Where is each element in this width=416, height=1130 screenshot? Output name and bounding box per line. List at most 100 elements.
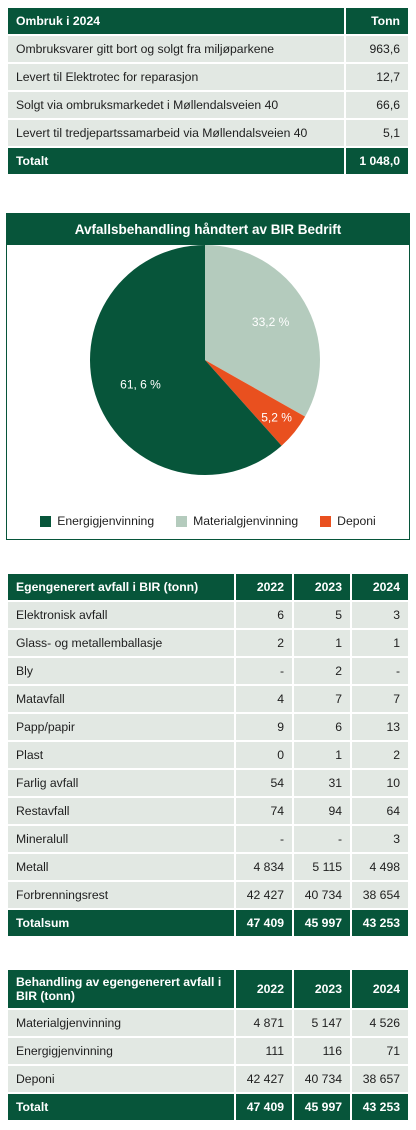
- table-header-row: Behandling av egengenerert avfall i BIR …: [8, 970, 408, 1008]
- reuse-table: Ombruk i 2024 Tonn Ombruksvarer gitt bor…: [6, 6, 410, 176]
- row-value: 13: [352, 714, 408, 740]
- row-value: 42 427: [236, 1066, 292, 1092]
- total-value: 45 997: [294, 910, 350, 936]
- legend-swatch: [40, 515, 52, 527]
- legend-item-materialgjenvinning: Materialgjenvinning: [176, 514, 298, 528]
- column-header: Tonn: [346, 8, 408, 34]
- legend-label: Deponi: [337, 514, 376, 528]
- row-value: 54: [236, 770, 292, 796]
- legend-item-energigjenvinning: Energigjenvinning: [40, 514, 154, 528]
- row-value: 4 526: [352, 1010, 408, 1036]
- table-header-row: Ombruk i 2024 Tonn: [8, 8, 408, 34]
- waste-table: Egengenerert avfall i BIR (tonn) 2022 20…: [6, 572, 410, 938]
- row-value: 6: [236, 602, 292, 628]
- pie-slice-energigjenvinning: [89, 245, 282, 475]
- row-label: Forbrenningsrest: [8, 882, 234, 908]
- row-value: 66,6: [346, 92, 408, 118]
- row-value: 1: [294, 742, 350, 768]
- row-value: 7: [352, 686, 408, 712]
- row-value: 5 147: [294, 1010, 350, 1036]
- row-value: 1: [352, 630, 408, 656]
- row-value: 5: [294, 602, 350, 628]
- row-value: 6: [294, 714, 350, 740]
- legend-item-deponi: Deponi: [320, 514, 376, 528]
- table-row: Metall 4 834 5 115 4 498: [8, 854, 408, 880]
- legend-swatch: [176, 515, 188, 527]
- total-label: Totalsum: [8, 910, 234, 936]
- column-header: 2022: [236, 574, 292, 600]
- row-value: 4 498: [352, 854, 408, 880]
- row-value: -: [352, 658, 408, 684]
- row-value: 4 871: [236, 1010, 292, 1036]
- chart-title: Avfallsbehandling håndtert av BIR Bedrif…: [7, 214, 409, 245]
- row-value: 2: [236, 630, 292, 656]
- table-row: Plast 0 1 2: [8, 742, 408, 768]
- row-value: 116: [294, 1038, 350, 1064]
- row-value: -: [236, 658, 292, 684]
- table-row: Ombruksvarer gitt bort og solgt fra milj…: [8, 36, 408, 62]
- row-value: 74: [236, 798, 292, 824]
- table-row: Papp/papir 9 6 13: [8, 714, 408, 740]
- total-label: Totalt: [8, 1094, 234, 1120]
- row-value: 10: [352, 770, 408, 796]
- pie-chart: 33,2 % 5,2 % 61, 6 %: [89, 245, 320, 475]
- column-header: 2023: [294, 970, 350, 1008]
- pie-slice-deponi: [205, 360, 306, 446]
- row-value: 111: [236, 1038, 292, 1064]
- row-value: 64: [352, 798, 408, 824]
- legend-label: Materialgjenvinning: [193, 514, 299, 528]
- row-value: 40 734: [294, 1066, 350, 1092]
- row-label: Ombruksvarer gitt bort og solgt fra milj…: [8, 36, 344, 62]
- legend-swatch: [320, 515, 332, 527]
- column-header: Ombruk i 2024: [8, 8, 344, 34]
- row-value: 3: [352, 826, 408, 852]
- total-value: 43 253: [352, 910, 408, 936]
- row-value: 31: [294, 770, 350, 796]
- row-label: Glass- og metallemballasje: [8, 630, 234, 656]
- pie-chart-panel: Avfallsbehandling håndtert av BIR Bedrif…: [6, 213, 410, 540]
- row-value: 7: [294, 686, 350, 712]
- row-value: 4 834: [236, 854, 292, 880]
- total-row: Totalt 1 048,0: [8, 148, 408, 174]
- table-row: Solgt via ombruksmarkedet i Møllendalsve…: [8, 92, 408, 118]
- row-value: 40 734: [294, 882, 350, 908]
- row-value: 9: [236, 714, 292, 740]
- table-row: Materialgjenvinning 4 871 5 147 4 526: [8, 1010, 408, 1036]
- table-row: Bly -2-: [8, 658, 408, 684]
- row-value: 2: [352, 742, 408, 768]
- table-row: Levert til Elektrotec for reparasjon 12,…: [8, 64, 408, 90]
- row-label: Materialgjenvinning: [8, 1010, 234, 1036]
- table-row: Matavfall 4 7 7: [8, 686, 408, 712]
- row-label: Restavfall: [8, 798, 234, 824]
- total-value: 47 409: [236, 910, 292, 936]
- table-row: Elektronisk avfall 6 5 3: [8, 602, 408, 628]
- column-header: Behandling av egengenerert avfall i BIR …: [8, 970, 234, 1008]
- pie-slice-materialgjenvinning: [205, 245, 320, 417]
- total-row: Totalt 47 409 45 997 43 253: [8, 1094, 408, 1120]
- row-label: Mineralull: [8, 826, 234, 852]
- table-row: Restavfall 74 94 64: [8, 798, 408, 824]
- row-value: 94: [294, 798, 350, 824]
- row-label: Solgt via ombruksmarkedet i Møllendalsve…: [8, 92, 344, 118]
- row-value: 38 657: [352, 1066, 408, 1092]
- treatment-table: Behandling av egengenerert avfall i BIR …: [6, 968, 410, 1122]
- slice-label: 61, 6 %: [120, 378, 161, 392]
- table-row: Glass- og metallemballasje 2 1 1: [8, 630, 408, 656]
- row-label: Metall: [8, 854, 234, 880]
- row-label: Plast: [8, 742, 234, 768]
- row-value: 1: [294, 630, 350, 656]
- total-label: Totalt: [8, 148, 344, 174]
- total-value: 43 253: [352, 1094, 408, 1120]
- total-value: 45 997: [294, 1094, 350, 1120]
- column-header: 2024: [352, 970, 408, 1008]
- row-label: Matavfall: [8, 686, 234, 712]
- row-value: 4: [236, 686, 292, 712]
- slice-label: 5,2 %: [261, 411, 292, 425]
- row-value: 5,1: [346, 120, 408, 146]
- column-header: 2024: [352, 574, 408, 600]
- table-header-row: Egengenerert avfall i BIR (tonn) 2022 20…: [8, 574, 408, 600]
- table-row: Deponi 42 427 40 734 38 657: [8, 1066, 408, 1092]
- column-header: 2023: [294, 574, 350, 600]
- row-value: -: [294, 826, 350, 852]
- row-label: Elektronisk avfall: [8, 602, 234, 628]
